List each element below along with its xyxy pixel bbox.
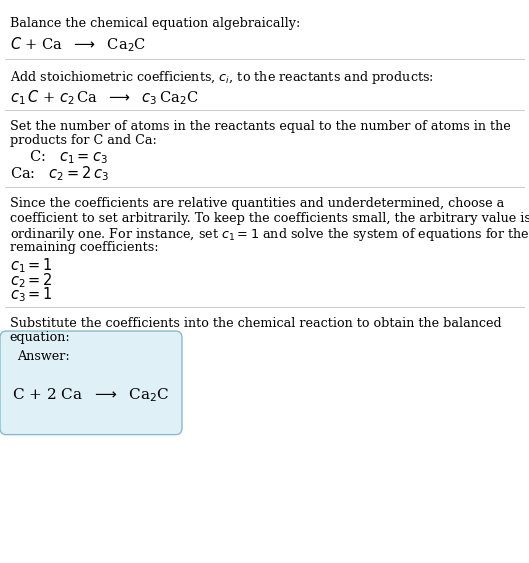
Text: Answer:: Answer: bbox=[17, 350, 70, 363]
Text: $c_1\,\mathit{C}$ + $c_2\,$Ca  $\longrightarrow$  $c_3\,$Ca$_2$C: $c_1\,\mathit{C}$ + $c_2\,$Ca $\longrigh… bbox=[10, 88, 198, 107]
Text: Substitute the coefficients into the chemical reaction to obtain the balanced: Substitute the coefficients into the che… bbox=[10, 317, 501, 330]
Text: $c_3 = 1$: $c_3 = 1$ bbox=[10, 285, 52, 304]
Text: Balance the chemical equation algebraically:: Balance the chemical equation algebraica… bbox=[10, 17, 300, 30]
Text: C:   $c_1 = c_3$: C: $c_1 = c_3$ bbox=[29, 149, 108, 166]
Text: Ca:   $c_2 = 2\,c_3$: Ca: $c_2 = 2\,c_3$ bbox=[10, 164, 108, 183]
Text: C + 2 Ca  $\longrightarrow$  Ca$_2$C: C + 2 Ca $\longrightarrow$ Ca$_2$C bbox=[12, 386, 170, 404]
Text: $c_2 = 2$: $c_2 = 2$ bbox=[10, 271, 52, 289]
Text: products for C and Ca:: products for C and Ca: bbox=[10, 134, 157, 147]
Text: remaining coefficients:: remaining coefficients: bbox=[10, 241, 158, 254]
FancyBboxPatch shape bbox=[0, 331, 182, 435]
Text: equation:: equation: bbox=[10, 331, 70, 344]
Text: Set the number of atoms in the reactants equal to the number of atoms in the: Set the number of atoms in the reactants… bbox=[10, 120, 510, 133]
Text: coefficient to set arbitrarily. To keep the coefficients small, the arbitrary va: coefficient to set arbitrarily. To keep … bbox=[10, 212, 529, 225]
Text: $\mathit{C}$ + Ca  $\longrightarrow$  Ca$_2$C: $\mathit{C}$ + Ca $\longrightarrow$ Ca$_… bbox=[10, 35, 146, 53]
Text: Since the coefficients are relative quantities and underdetermined, choose a: Since the coefficients are relative quan… bbox=[10, 197, 504, 210]
Text: Add stoichiometric coefficients, $c_i$, to the reactants and products:: Add stoichiometric coefficients, $c_i$, … bbox=[10, 69, 433, 86]
Text: ordinarily one. For instance, set $c_1 = 1$ and solve the system of equations fo: ordinarily one. For instance, set $c_1 =… bbox=[10, 226, 529, 243]
Text: $c_1 = 1$: $c_1 = 1$ bbox=[10, 256, 52, 275]
